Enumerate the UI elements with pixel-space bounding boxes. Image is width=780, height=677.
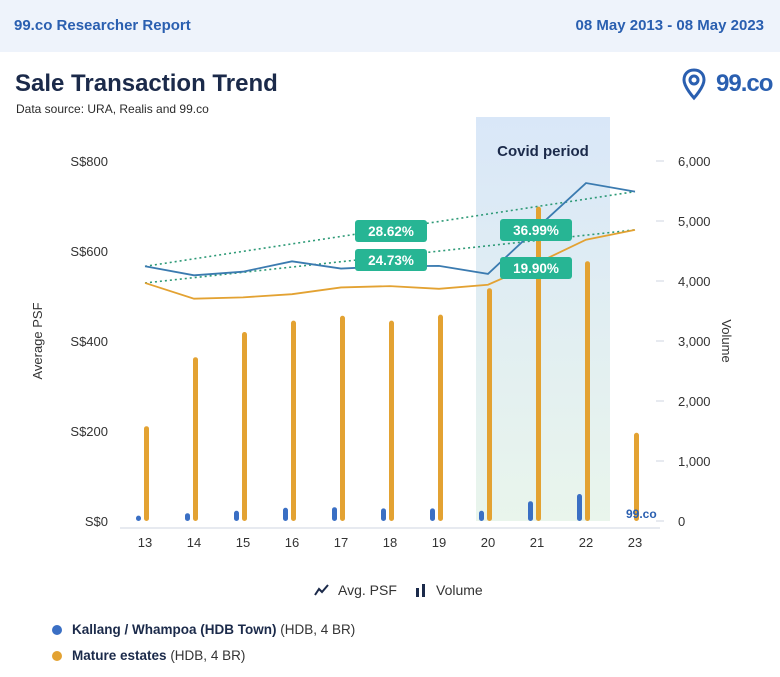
y-right-axis-title: Volume — [719, 319, 734, 362]
y-right-tick-label: 6,000 — [678, 154, 711, 169]
series-detail: (HDB, 4 BR) — [280, 622, 356, 637]
volume-bar-kallang — [381, 508, 386, 521]
legend-volume-label: Volume — [436, 582, 483, 598]
volume-bar-kallang — [479, 510, 484, 521]
bar-chart-icon — [416, 584, 425, 597]
trend-badge-label: 24.73% — [368, 253, 414, 268]
chart-watermark: 99.co — [626, 507, 657, 521]
x-tick-label: 17 — [334, 535, 348, 550]
trend-badge-label: 28.62% — [368, 224, 414, 239]
volume-bar-mature — [193, 357, 198, 521]
volume-bar-kallang — [430, 508, 435, 521]
trend-badge — [500, 257, 572, 279]
volume-bar-kallang — [283, 507, 288, 521]
x-tick-label: 23 — [628, 535, 642, 550]
series-name: Mature estates — [72, 648, 167, 663]
logo-pin-icon — [682, 68, 706, 101]
volume-bar-mature — [536, 206, 541, 521]
x-tick-label: 21 — [530, 535, 544, 550]
trend-badge — [355, 249, 427, 271]
page-title: Sale Transaction Trend — [15, 70, 278, 97]
trend-badge-label: 19.90% — [513, 261, 559, 276]
y-right-tick-label: 5,000 — [678, 214, 711, 229]
report-brand: 99.co Researcher Report — [14, 17, 191, 34]
volume-bar-kallang — [185, 513, 190, 521]
psf-line-mature — [144, 228, 636, 300]
trend-badge-label: 36.99% — [513, 223, 559, 238]
volume-bar-mature — [291, 320, 296, 521]
data-source: Data source: URA, Realis and 99.co — [16, 102, 209, 116]
volume-bar-kallang — [577, 494, 582, 521]
volume-bar-mature — [438, 314, 443, 521]
legend-avg-psf-label: Avg. PSF — [338, 582, 397, 598]
series-key-mature: Mature estates (HDB, 4 BR) — [52, 648, 245, 663]
legend-volume: Volume — [414, 582, 483, 598]
volume-bar-mature — [340, 315, 345, 521]
volume-bar-kallang — [234, 510, 239, 521]
series-detail: (HDB, 4 BR) — [170, 648, 246, 663]
volume-bar-mature — [242, 332, 247, 521]
legend-avg-psf: Avg. PSF — [314, 582, 397, 598]
date-range: 08 May 2013 - 08 May 2023 — [575, 17, 764, 34]
x-tick-label: 16 — [285, 535, 299, 550]
series-name: Kallang / Whampoa (HDB Town) — [72, 622, 277, 637]
header-bar: 99.co Researcher Report 08 May 2013 - 08… — [0, 0, 780, 52]
y-left-tick-label: S$200 — [70, 424, 108, 439]
x-tick-label: 22 — [579, 535, 593, 550]
x-tick-label: 14 — [187, 535, 201, 550]
volume-bar-kallang — [136, 515, 141, 521]
line-chart-icon — [314, 584, 329, 596]
volume-bar-kallang — [528, 501, 533, 521]
y-right-tick-label: 3,000 — [678, 334, 711, 349]
x-tick-label: 18 — [383, 535, 397, 550]
y-left-tick-label: S$0 — [85, 514, 108, 529]
x-tick-label: 20 — [481, 535, 495, 550]
volume-bar-mature — [585, 261, 590, 521]
y-left-tick-label: S$400 — [70, 334, 108, 349]
mature-dot-icon — [52, 651, 62, 661]
sale-transaction-chart: Covid period S$0 S$200 S$400 S$600 S$800 0 1,00… — [30, 117, 734, 550]
y-right-tick-label: 1,000 — [678, 454, 711, 469]
trend-badge — [355, 220, 427, 242]
y-left-tick-label: S$800 — [70, 154, 108, 169]
logo-text: 99.co — [716, 70, 773, 97]
y-right-tick-label: 2,000 — [678, 394, 711, 409]
y-right-tick-label: 0 — [678, 514, 685, 529]
volume-bar-mature — [634, 432, 639, 521]
covid-period-label: Covid period — [497, 143, 589, 160]
y-left-axis-title: Average PSF — [30, 302, 45, 379]
volume-bar-mature — [389, 320, 394, 521]
volume-bar-mature — [144, 426, 149, 521]
y-right-tick-label: 4,000 — [678, 274, 711, 289]
volume-bar-kallang — [332, 507, 337, 521]
kallang-dot-icon — [52, 625, 62, 635]
series-key-kallang: Kallang / Whampoa (HDB Town) (HDB, 4 BR) — [52, 622, 355, 637]
x-tick-label: 13 — [138, 535, 152, 550]
y-left-tick-label: S$600 — [70, 244, 108, 259]
trend-badge — [500, 219, 572, 241]
volume-bar-mature — [487, 288, 492, 521]
x-tick-label: 15 — [236, 535, 250, 550]
x-tick-label: 19 — [432, 535, 446, 550]
